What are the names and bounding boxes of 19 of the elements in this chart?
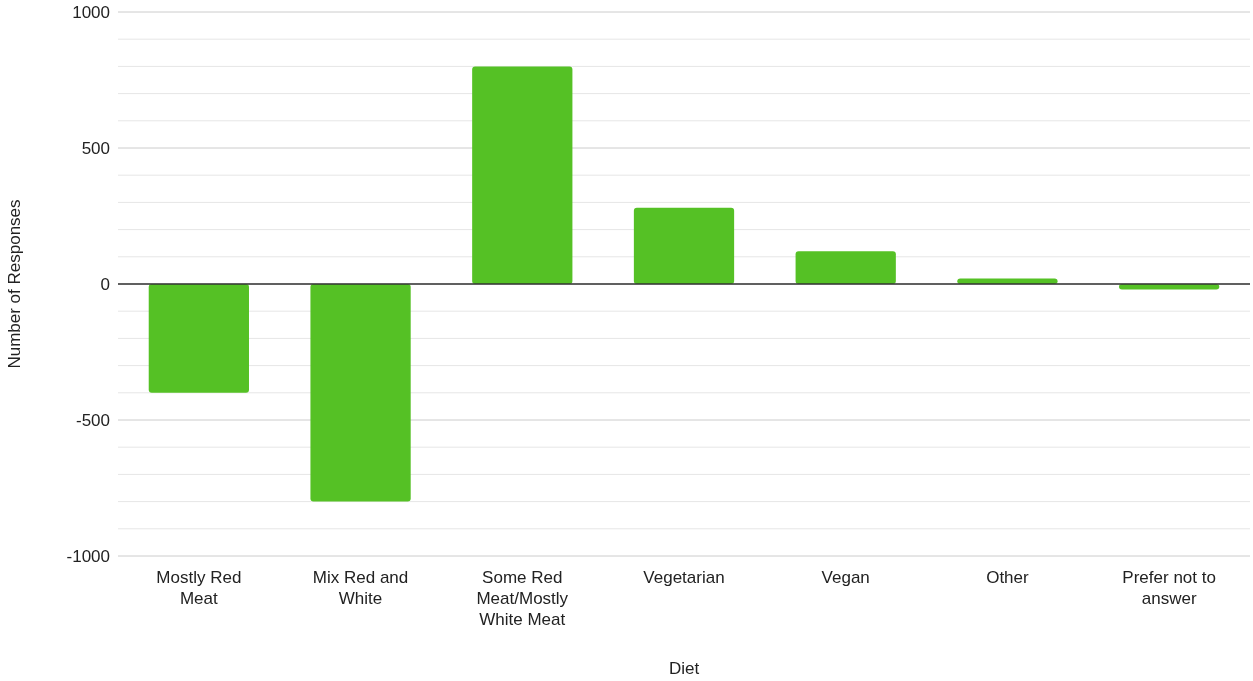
x-tick-label: Mix Red and White — [312, 568, 409, 608]
x-tick-label: Other — [986, 568, 1030, 587]
x-tick-label: Vegetarian — [643, 568, 725, 587]
y-tick-label: 0 — [100, 274, 110, 294]
bar — [472, 66, 573, 284]
bar — [633, 207, 735, 284]
x-tick-label: Some Red Meat/Mostly White Meat — [476, 568, 569, 629]
x-tick-label: Prefer not to answer — [1122, 568, 1216, 608]
y-tick-label: -500 — [75, 410, 110, 430]
y-axis-title: Number of Responses — [5, 199, 24, 369]
y-tick-label: 500 — [81, 138, 110, 158]
bar — [795, 251, 896, 284]
x-tick-label: Mostly Red Meat — [156, 568, 242, 608]
x-axis-title: Diet — [668, 659, 700, 678]
y-tick-label: 1000 — [72, 2, 110, 22]
x-tick-label: Vegan — [821, 568, 870, 587]
bar — [310, 284, 411, 502]
y-tick-label: -1000 — [66, 546, 110, 566]
bar — [148, 284, 249, 393]
